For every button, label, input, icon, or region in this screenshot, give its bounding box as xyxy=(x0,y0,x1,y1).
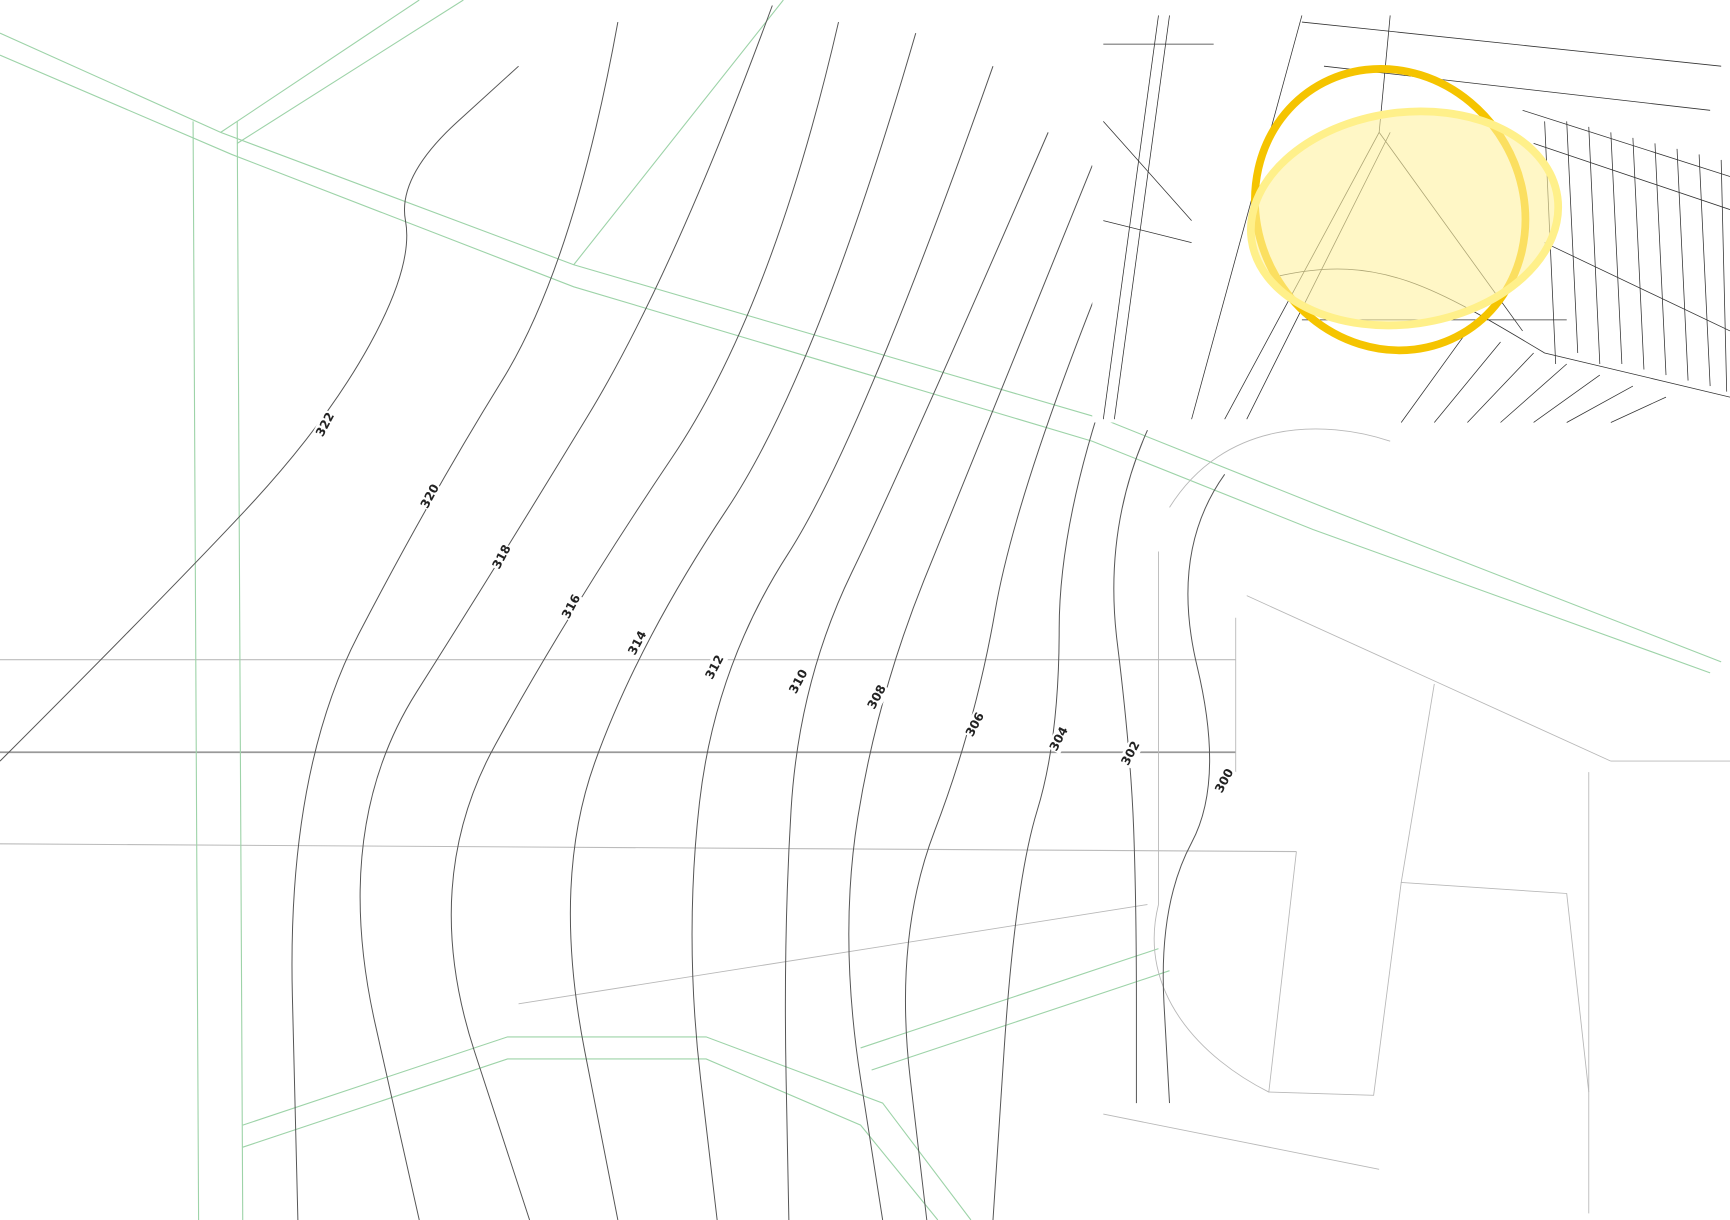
inset xyxy=(1092,15,1730,423)
label-backing xyxy=(558,591,585,623)
label-backing xyxy=(417,481,444,512)
label-backing xyxy=(1046,723,1073,755)
label-backing xyxy=(488,541,516,573)
highlight-area xyxy=(1246,107,1563,330)
contour-line xyxy=(992,363,1115,1220)
parcel-edges xyxy=(518,428,1730,1214)
label-backing xyxy=(962,709,989,741)
contour-line xyxy=(0,65,519,762)
contour-line xyxy=(848,165,1093,1220)
grid-lines xyxy=(0,659,1297,853)
contour-line xyxy=(569,32,917,1220)
contour-line xyxy=(1162,474,1226,1104)
contour-line xyxy=(784,132,1049,1220)
contour-line xyxy=(904,275,1104,1220)
label-backing xyxy=(864,681,891,713)
contour-line xyxy=(691,66,994,1220)
contour-line xyxy=(450,21,840,1220)
label-backing xyxy=(624,627,651,659)
label-backing xyxy=(1117,738,1144,769)
label-backing xyxy=(701,652,728,683)
label-backing xyxy=(785,666,812,698)
label-backing xyxy=(312,409,339,440)
label-backing xyxy=(1211,765,1238,797)
contour-line xyxy=(359,5,773,1220)
grid-line xyxy=(0,843,1297,853)
